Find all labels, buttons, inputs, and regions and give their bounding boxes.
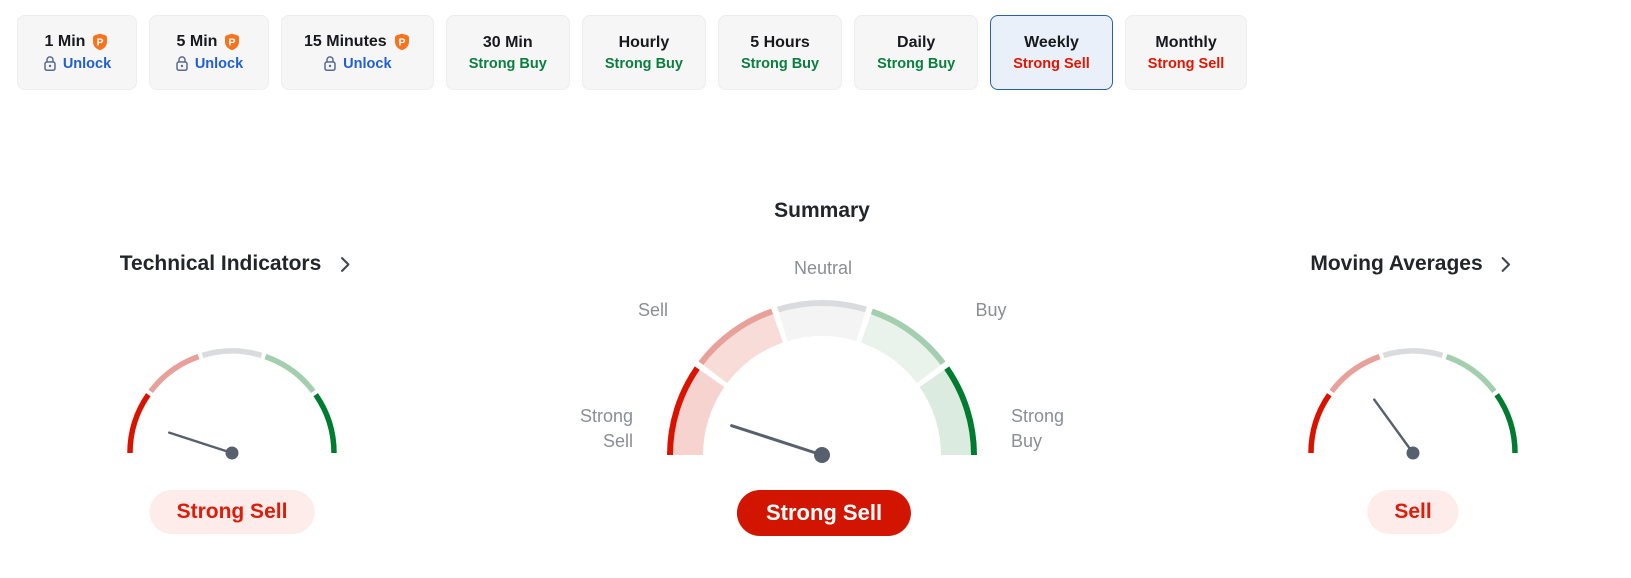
tab-label: 5 Hours (750, 33, 810, 51)
svg-text:P: P (229, 36, 236, 48)
timeframe-tabs: 1 Min P Unlock 5 Min P Unlock 15 Minutes P Unloc… (17, 15, 1248, 90)
tab-label: 5 Min P (177, 33, 242, 51)
tab-signal: Strong Sell (1013, 55, 1090, 72)
tab-daily[interactable]: Daily Strong Buy (854, 15, 979, 90)
gauge-needle-pivot (814, 447, 830, 463)
tab-signal: Strong Buy (604, 55, 683, 72)
tab-label: Daily (897, 33, 936, 51)
tab-label: Monthly (1155, 33, 1217, 51)
tab-1-min[interactable]: 1 Min P Unlock (17, 15, 137, 90)
tab-label: Weekly (1024, 33, 1079, 51)
gauge-needle (1373, 398, 1415, 455)
tab-weekly[interactable]: Weekly Strong Sell (990, 15, 1113, 90)
summary-reading-badge: Strong Sell (736, 490, 912, 536)
moving-averages-title: Moving Averages (1310, 252, 1483, 275)
gauge-needle-pivot (1406, 446, 1420, 460)
gauge-needle (168, 431, 234, 455)
investingpro-badge-icon: P (394, 33, 409, 51)
tab-5-hours[interactable]: 5 Hours Strong Buy (717, 15, 843, 90)
technical-indicators-title: Technical Indicators (119, 252, 322, 275)
unlock-button[interactable]: Unlock (175, 55, 243, 72)
moving-averages-gauge (1308, 348, 1518, 460)
tab-label: 30 Min (482, 33, 533, 51)
investingpro-badge-icon: P (93, 33, 108, 51)
chevron-right-icon (1501, 256, 1511, 272)
scale-label-sell: Sell (637, 300, 669, 320)
tab-signal: Strong Buy (877, 55, 956, 72)
tab-15-minutes[interactable]: 15 Minutes P Unlock (281, 15, 434, 90)
gauge-needle (730, 424, 824, 457)
tab-30-min[interactable]: 30 Min Strong Buy (445, 15, 570, 90)
unlock-button[interactable]: Unlock (323, 55, 392, 72)
chevron-right-icon (340, 256, 349, 272)
technical-indicators-reading-badge: Strong Sell (149, 490, 315, 534)
gauge-needle-pivot (225, 446, 239, 460)
lock-icon (176, 56, 188, 71)
summary-gauge (667, 300, 977, 463)
summary-title: Summary (774, 199, 870, 222)
moving-averages-reading-badge: Sell (1367, 490, 1459, 534)
scale-label-strong-buy: Strong Buy (1011, 406, 1065, 451)
tab-monthly[interactable]: Monthly Strong Sell (1124, 15, 1248, 90)
tab-5-min[interactable]: 5 Min P Unlock (149, 15, 269, 90)
unlock-button[interactable]: Unlock (43, 55, 111, 72)
tab-hourly[interactable]: Hourly Strong Buy (581, 15, 706, 90)
investingpro-badge-icon: P (225, 33, 240, 51)
tab-signal: Strong Buy (468, 55, 547, 72)
svg-text:P: P (97, 36, 104, 48)
lock-icon (324, 56, 336, 71)
scale-label-neutral: Neutral (793, 258, 853, 278)
tab-label: 15 Minutes P (304, 33, 411, 51)
scale-label-strong-sell: Strong Sell (579, 406, 633, 451)
lock-icon (44, 56, 56, 71)
scale-label-buy: Buy (975, 300, 1007, 320)
technical-indicators-gauge (127, 348, 337, 460)
moving-averages-link[interactable]: Moving Averages (1310, 252, 1511, 276)
technical-indicators-link[interactable]: Technical Indicators (120, 252, 351, 276)
tab-label: 1 Min P (45, 33, 110, 51)
svg-text:P: P (398, 36, 405, 48)
tab-label: Hourly (618, 33, 670, 51)
tab-signal: Strong Buy (740, 55, 820, 72)
tab-signal: Strong Sell (1147, 55, 1225, 72)
